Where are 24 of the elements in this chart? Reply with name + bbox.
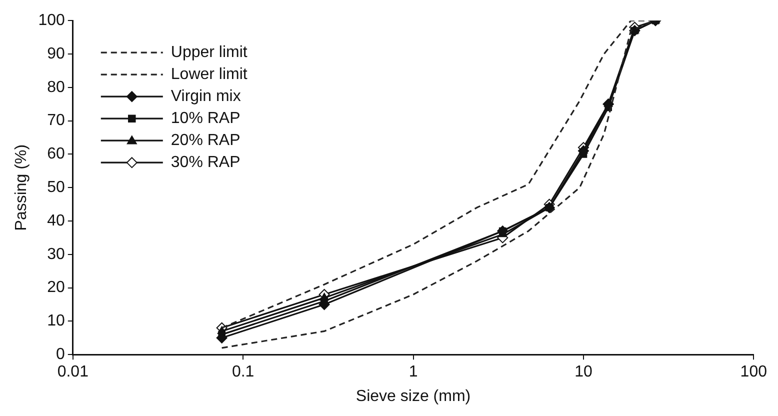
legend-label: Lower limit xyxy=(170,66,248,84)
legend-label: Upper limit xyxy=(170,44,248,62)
legend-label: 10% RAP xyxy=(170,110,240,128)
y-tick-label: 40 xyxy=(47,212,65,230)
y-tick-label: 90 xyxy=(47,45,65,62)
y-axis-title: Passing (%) xyxy=(13,144,30,231)
y-tick-label: 10 xyxy=(47,312,65,330)
x-tick-label: 1 xyxy=(408,364,418,381)
x-axis-title: Sieve size (mm) xyxy=(356,388,471,405)
y-tick-label: 100 xyxy=(38,12,65,30)
x-tick-label: 10 xyxy=(574,364,592,381)
y-tick-label: 20 xyxy=(47,279,65,296)
legend-label: 30% RAP xyxy=(170,154,240,172)
legend-label: 20% RAP xyxy=(170,132,240,150)
y-tick-label: 70 xyxy=(47,112,65,130)
y-tick-label: 80 xyxy=(47,78,65,96)
y-tick-label: 50 xyxy=(47,179,65,196)
y-tick-label: 60 xyxy=(47,146,65,163)
x-tick-label: 100 xyxy=(740,364,768,381)
x-tick-label: 0.1 xyxy=(232,364,254,381)
x-tick-label: 0.01 xyxy=(57,364,89,381)
y-tick-label: 30 xyxy=(47,246,65,263)
legend-label: Virgin mix xyxy=(170,88,241,106)
y-tick-label: 0 xyxy=(56,346,65,364)
